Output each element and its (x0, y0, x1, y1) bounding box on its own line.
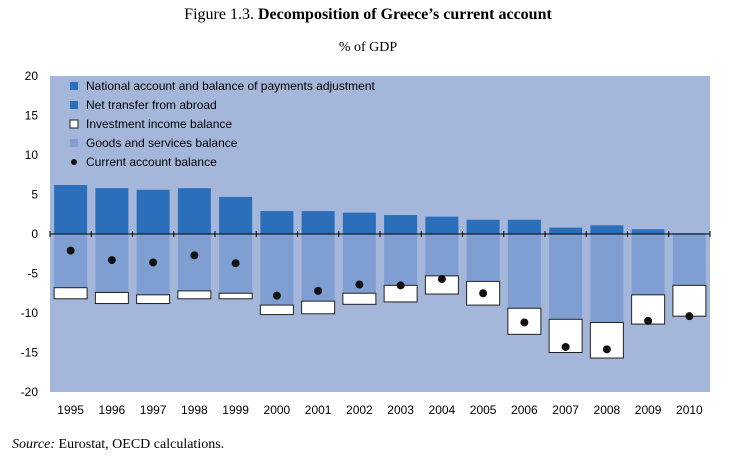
marker-current-account (561, 342, 570, 351)
chart-title: Figure 1.3. Decomposition of Greece’s cu… (0, 6, 736, 24)
x-tick-label: 2006 (511, 403, 538, 417)
legend-label: Investment income balance (86, 117, 232, 131)
x-tick-label: 2003 (387, 403, 414, 417)
marker-current-account (314, 286, 323, 295)
bar-net-transfer (425, 216, 459, 234)
marker-current-account (602, 345, 611, 354)
y-tick-label: 10 (25, 148, 39, 162)
marker-current-account (437, 275, 446, 284)
x-tick-label: 2008 (594, 403, 621, 417)
legend-label: Goods and services balance (86, 136, 238, 150)
bar-net-transfer (384, 215, 418, 234)
marker-current-account (149, 258, 158, 267)
x-tick-label: 2004 (429, 403, 456, 417)
x-tick-label: 2007 (552, 403, 579, 417)
bar-net-transfer (507, 219, 541, 234)
legend-swatch (70, 139, 78, 147)
bar-goods-services (177, 234, 211, 291)
chart-subtitle: % of GDP (338, 40, 398, 55)
source-label: Source: (12, 437, 56, 452)
bar-investment-income (218, 292, 253, 300)
x-tick-label: 2002 (346, 403, 373, 417)
x-tick-label: 2001 (305, 403, 332, 417)
legend: National account and balance of payments… (69, 79, 376, 169)
legend-swatch (70, 101, 78, 109)
plot-layer: 20 15 10 5 0 -5 -10 -15 -20 1995 1996 1997 1998 1999 2… (21, 69, 711, 417)
legend-label: National account and balance of payments… (86, 79, 376, 93)
bar-net-transfer (342, 212, 376, 234)
marker-current-account (685, 312, 694, 321)
y-tick-label: 0 (31, 227, 38, 241)
legend-label: Current account balance (86, 155, 217, 169)
bar-goods-services (384, 234, 418, 286)
marker-current-account (231, 259, 240, 268)
marker-current-account (479, 289, 488, 298)
source-note: Source: Eurostat, OECD calculations. (12, 437, 224, 453)
bar-net-transfer (301, 211, 335, 234)
bar-goods-services (590, 234, 624, 323)
marker-current-account (190, 251, 199, 260)
x-tick-label: 2009 (635, 403, 662, 417)
y-tick-label: -5 (27, 267, 38, 281)
marker-current-account (355, 280, 364, 289)
bar-net-transfer (260, 211, 294, 234)
bar-goods-services (507, 234, 541, 309)
x-tick-label: 1996 (99, 403, 126, 417)
bar-investment-income (259, 304, 294, 316)
bar-investment-income (672, 284, 707, 317)
bar-investment-income (136, 294, 171, 305)
bar-goods-services (54, 234, 88, 288)
marker-current-account (520, 318, 529, 327)
legend-swatch (69, 119, 79, 129)
marker-current-account (66, 246, 75, 255)
bar-net-transfer (466, 219, 500, 234)
bar-investment-income (94, 291, 129, 305)
marker-current-account (644, 316, 653, 325)
bar-net-transfer (95, 188, 129, 234)
bar-goods-services (425, 234, 459, 276)
x-tick-label: 1998 (181, 403, 208, 417)
bar-investment-income (53, 287, 88, 300)
bar-net-transfer (219, 196, 253, 234)
y-tick-label: -10 (21, 306, 39, 320)
bar-net-transfer (590, 225, 624, 234)
legend-marker-dot (71, 159, 77, 165)
x-tick-label: 1999 (222, 403, 249, 417)
bar-net-transfer (177, 188, 211, 234)
marker-current-account (107, 256, 116, 265)
bar-net-transfer (631, 229, 665, 234)
x-tick-label: 2010 (676, 403, 703, 417)
figure-title: Decomposition of Greece’s current accoun… (257, 6, 552, 23)
marker-current-account (396, 281, 405, 290)
x-tick-label: 1995 (57, 403, 84, 417)
bar-goods-services (672, 234, 706, 286)
bar-investment-income (177, 290, 212, 300)
y-tick-label: -15 (21, 346, 39, 360)
legend-label: Net transfer from abroad (86, 98, 217, 112)
bar-investment-income (342, 292, 377, 305)
bar-goods-services (466, 234, 500, 282)
y-tick-label: 15 (25, 109, 39, 123)
x-tick-label: 2005 (470, 403, 497, 417)
marker-current-account (272, 291, 281, 300)
bar-net-transfer (136, 189, 170, 234)
source-text: Eurostat, OECD calculations. (58, 437, 225, 452)
x-tick-label: 1997 (140, 403, 167, 417)
y-tick-label: 20 (25, 69, 39, 83)
bar-investment-income (301, 300, 336, 315)
x-tick-label: 2000 (264, 403, 291, 417)
figure-number: Figure 1.3. (184, 6, 254, 23)
y-tick-label: -20 (21, 385, 39, 399)
bar-goods-services (549, 234, 583, 320)
y-tick-label: 5 (31, 188, 38, 202)
legend-swatch (70, 82, 78, 90)
bar-net-transfer (549, 227, 583, 234)
bar-net-transfer (54, 185, 88, 234)
bar-goods-services (631, 234, 665, 295)
